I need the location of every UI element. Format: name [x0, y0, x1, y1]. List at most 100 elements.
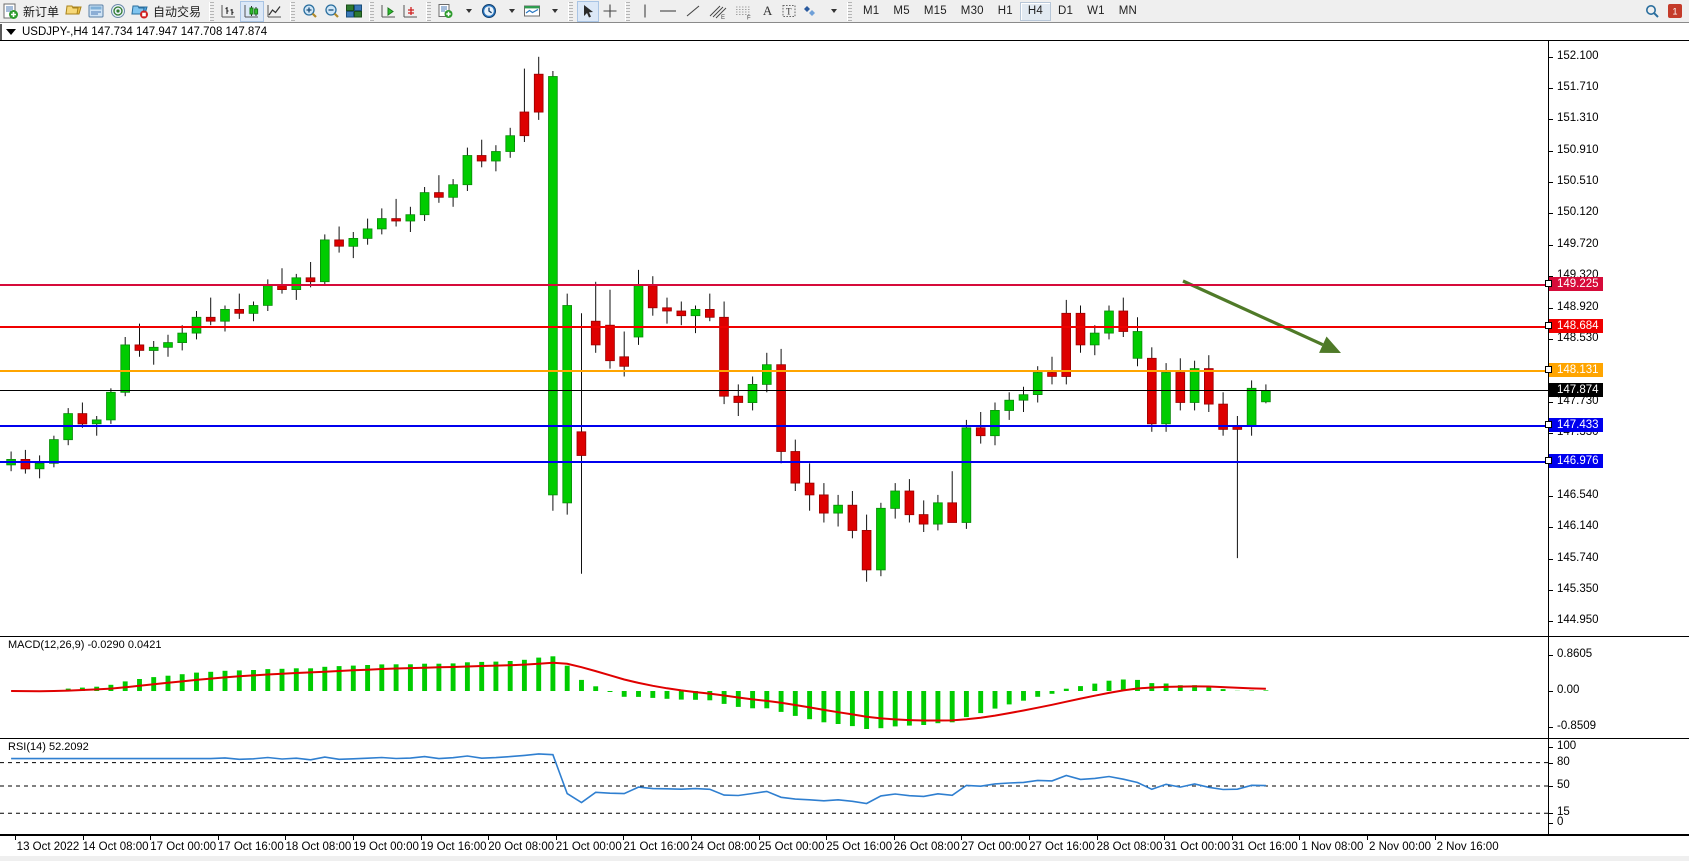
- indicators-icon[interactable]: [435, 1, 457, 22]
- rsi-pane[interactable]: RSI(14) 52.2092 100 80 50 15 0: [0, 739, 1689, 835]
- time-label: 25 Oct 16:00: [826, 841, 893, 853]
- horizontal-line-icon[interactable]: [655, 1, 681, 22]
- price-plot[interactable]: [0, 41, 1548, 636]
- timeframe-m15[interactable]: M15: [923, 5, 947, 17]
- autotrading-label: 自动交易: [153, 4, 202, 19]
- price-tick: 152.100: [1549, 50, 1689, 62]
- vertical-line-icon[interactable]: [634, 1, 655, 22]
- timeframe-d1[interactable]: D1: [1058, 5, 1074, 17]
- search-icon[interactable]: [1641, 1, 1662, 22]
- crosshair-icon[interactable]: [599, 1, 621, 22]
- macd-title: MACD(12,26,9) -0.0290 0.0421: [6, 639, 164, 651]
- toolbar-separator: [568, 1, 574, 21]
- time-label: 17 Oct 16:00: [217, 841, 284, 853]
- periods-dropdown-arrow[interactable]: [500, 1, 521, 22]
- auto-scroll-icon[interactable]: [400, 1, 422, 22]
- timeframe-w1[interactable]: W1: [1087, 5, 1105, 17]
- price-tick: 145.740: [1549, 552, 1689, 564]
- chart-shift-icon[interactable]: [378, 1, 400, 22]
- indicators-dropdown-arrow[interactable]: [457, 1, 478, 22]
- templates-dropdown-arrow[interactable]: [543, 1, 564, 22]
- shapes-dropdown-arrow[interactable]: [822, 1, 843, 22]
- time-tick: [1096, 836, 1098, 840]
- price-tick: 150.120: [1549, 206, 1689, 218]
- level-line-1[interactable]: [0, 326, 1548, 329]
- time-label: 20 Oct 08:00: [488, 841, 555, 853]
- time-label: 2 Nov 16:00: [1436, 841, 1499, 853]
- folder-icon[interactable]: [63, 1, 85, 22]
- price-tick: 147.730: [1549, 395, 1689, 407]
- autotrading-icon[interactable]: [129, 1, 151, 22]
- level-badge-5[interactable]: 146.976: [1545, 454, 1603, 469]
- level-line-3[interactable]: [0, 390, 1548, 392]
- price-scale[interactable]: 152.100 151.710 151.310 150.910 150.510: [1545, 41, 1689, 636]
- chart-area[interactable]: 152.100 151.710 151.310 150.910 150.510: [0, 41, 1689, 835]
- time-tick: [150, 836, 152, 840]
- level-line-4[interactable]: [0, 425, 1548, 428]
- level-line-0[interactable]: [0, 283, 1548, 286]
- level-line-5[interactable]: [0, 461, 1548, 464]
- time-label: 19 Oct 16:00: [420, 841, 487, 853]
- down-trend-arrow[interactable]: [0, 41, 1548, 636]
- periods-clock-icon[interactable]: [478, 1, 500, 22]
- price-tick: 147.330: [1549, 426, 1689, 438]
- time-tick: [285, 836, 287, 840]
- templates-icon[interactable]: [521, 1, 543, 22]
- level-badge-3[interactable]: 147.874: [1549, 383, 1603, 398]
- rsi-tick: 80: [1549, 756, 1689, 768]
- time-label: 26 Oct 08:00: [893, 841, 960, 853]
- candlestick-chart-icon[interactable]: [240, 0, 265, 22]
- time-tick: [691, 836, 692, 840]
- toolbar-separator: [625, 1, 631, 21]
- equidistant-channel-icon[interactable]: E: [705, 1, 731, 22]
- timeframe-m5[interactable]: M5: [893, 5, 910, 17]
- main-toolbar: 新订单: [0, 0, 1689, 23]
- price-pane[interactable]: 152.100 151.710 151.310 150.910 150.510: [0, 41, 1689, 637]
- pane-divider: [0, 24, 2, 40]
- timeframe-h4[interactable]: H4: [1019, 1, 1051, 21]
- zoom-out-icon[interactable]: [321, 1, 343, 22]
- level-badge-1[interactable]: 148.684: [1545, 319, 1603, 334]
- level-badge-0[interactable]: 149.225: [1545, 276, 1603, 291]
- tile-windows-icon[interactable]: [343, 1, 365, 22]
- time-label: 27 Oct 00:00: [961, 841, 1028, 853]
- time-label: 24 Oct 08:00: [691, 841, 757, 853]
- zoom-in-icon[interactable]: [299, 1, 321, 22]
- time-tick: [961, 836, 963, 840]
- time-tick: [1164, 836, 1166, 840]
- cursor-icon[interactable]: [577, 0, 600, 22]
- data-window-icon[interactable]: [85, 1, 107, 22]
- timeframe-h1[interactable]: H1: [997, 5, 1013, 17]
- collapse-triangle-icon[interactable]: [6, 29, 16, 35]
- price-tick: 148.920: [1549, 301, 1689, 313]
- bar-chart-icon[interactable]: [218, 1, 240, 22]
- price-tick: 150.510: [1549, 175, 1689, 187]
- shapes-icon[interactable]: [800, 1, 822, 22]
- level-line-2[interactable]: [0, 370, 1548, 373]
- fibonacci-icon[interactable]: F: [731, 1, 757, 22]
- timeframe-mn[interactable]: MN: [1118, 5, 1138, 17]
- line-chart-icon[interactable]: [264, 1, 286, 22]
- signals-icon[interactable]: [107, 1, 129, 22]
- time-tick: [623, 836, 625, 840]
- notification-badge-icon[interactable]: 1: [1664, 1, 1685, 22]
- new-order-button[interactable]: [0, 1, 21, 22]
- price-tick: 150.910: [1549, 144, 1689, 156]
- text-label-icon[interactable]: T: [778, 1, 800, 22]
- rsi-scale: 100 80 50 15 0: [1548, 739, 1689, 834]
- time-label: 18 Oct 08:00: [285, 841, 352, 853]
- price-tick: 148.530: [1549, 332, 1689, 344]
- svg-text:F: F: [747, 15, 751, 20]
- macd-pane[interactable]: MACD(12,26,9) -0.0290 0.0421 0.8605 0.00…: [0, 637, 1689, 739]
- rsi-plot[interactable]: [0, 739, 1548, 834]
- trendline-icon[interactable]: [681, 1, 705, 22]
- timeframe-m1[interactable]: M1: [863, 5, 880, 17]
- macd-plot[interactable]: [0, 637, 1548, 738]
- text-icon[interactable]: A: [762, 3, 773, 18]
- price-tick: 151.310: [1549, 112, 1689, 124]
- level-badge-2[interactable]: 148.131: [1545, 363, 1603, 378]
- time-tick: [826, 836, 828, 840]
- time-tick: [893, 836, 895, 840]
- timeframe-m30[interactable]: M30: [960, 5, 984, 17]
- level-badge-4[interactable]: 147.433: [1545, 418, 1603, 433]
